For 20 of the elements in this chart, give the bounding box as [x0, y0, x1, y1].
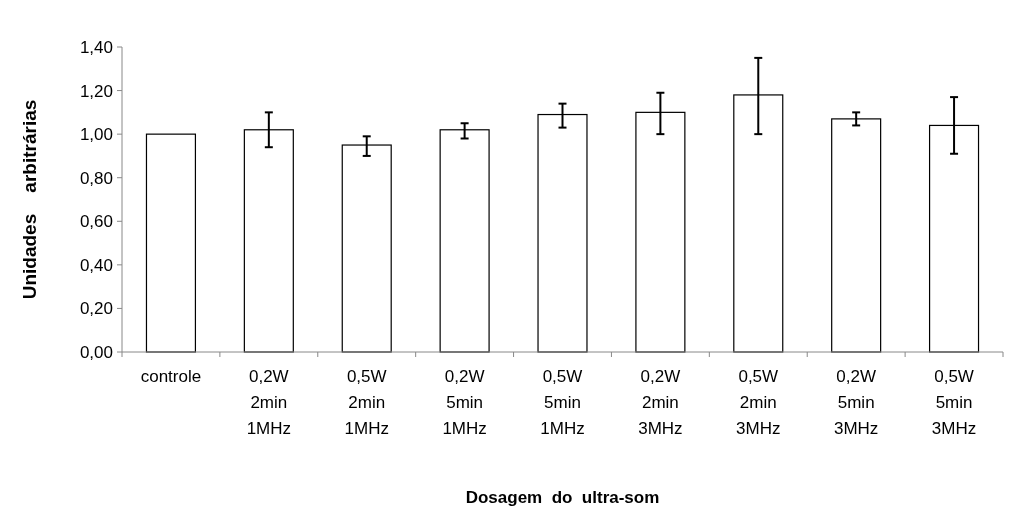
- x-axis-title: Dosagem do ultra-som: [465, 488, 660, 507]
- bar: [145, 133, 197, 353]
- y-tick-label: 1,00: [79, 125, 113, 145]
- y-tick-label: 0,40: [79, 255, 113, 275]
- x-tick-label: 0,5W 2min 1MHz: [344, 367, 389, 438]
- x-tick-label: 0,5W 2min 3MHz: [736, 367, 781, 438]
- x-tick-label: controle: [140, 367, 202, 386]
- y-axis-title: Unidades arbitrárias: [19, 99, 40, 300]
- y-tick-label: 0,80: [79, 168, 113, 188]
- x-tick-label: 0,2W 2min 3MHz: [638, 367, 683, 438]
- y-tick-label: 1,20: [79, 81, 113, 101]
- y-tick-label: 0,60: [79, 212, 113, 232]
- y-tick-label: 1,40: [79, 37, 113, 57]
- x-tick-label: 0,2W 2min 1MHz: [246, 367, 292, 438]
- x-tick-label: 0,2W 5min 1MHz: [442, 367, 487, 438]
- x-tick-label: 0,2W 5min 3MHz: [833, 367, 879, 438]
- y-tick-label: 0,20: [79, 299, 113, 319]
- x-tick-label: 0,5W 5min 1MHz: [540, 367, 585, 438]
- y-tick-label: 0,00: [79, 342, 113, 362]
- x-tick-label: 0,5W 5min 3MHz: [931, 367, 977, 438]
